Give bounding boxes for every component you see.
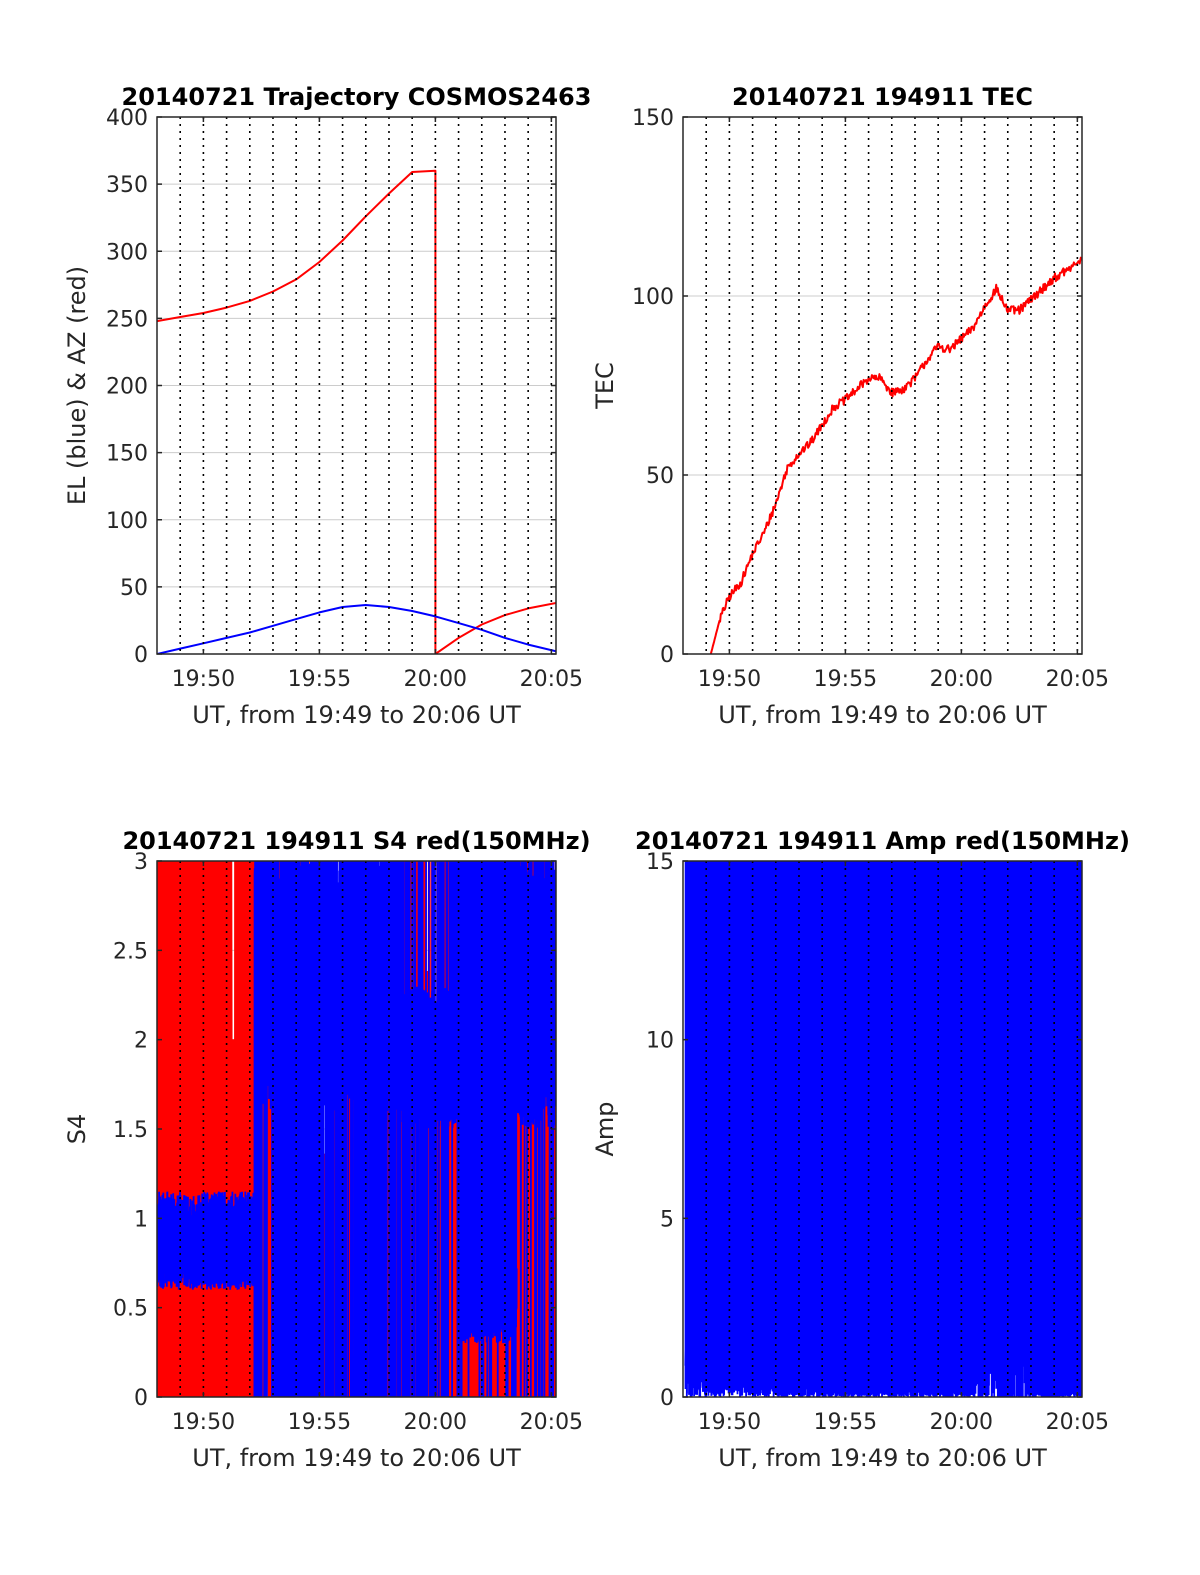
series-blue-line	[684, 861, 1082, 1397]
x-tick-label: 20:05	[520, 1410, 583, 1435]
x-axis-label: UT, from 19:49 to 20:06 UT	[192, 701, 521, 729]
x-tick-label: 19:50	[698, 667, 761, 692]
y-tick-label: 100	[106, 509, 148, 534]
x-axis-label: UT, from 19:49 to 20:06 UT	[718, 1444, 1047, 1472]
y-axis-label: EL (blue) & AZ (red)	[63, 266, 91, 505]
y-tick-label: 0	[134, 643, 148, 668]
y-tick-label: 1	[134, 1207, 148, 1232]
x-tick-label: 20:00	[404, 667, 467, 692]
x-tick-label: 19:50	[172, 1410, 235, 1435]
y-tick-label: 0	[134, 1386, 148, 1411]
x-axis-label: UT, from 19:49 to 20:06 UT	[718, 701, 1047, 729]
chart-title: 20140721 Trajectory COSMOS2463	[122, 83, 592, 111]
y-tick-label: 1.5	[113, 1118, 148, 1143]
axes-box	[682, 860, 1083, 1398]
y-tick-label: 0.5	[113, 1297, 148, 1322]
y-tick-label: 3	[134, 850, 148, 875]
y-tick-label: 150	[106, 442, 148, 467]
y-tick-label: 350	[106, 173, 148, 198]
x-tick-label: 20:05	[520, 667, 583, 692]
tec-panel: 0 50 100 150 19:50 19:55 20:00 20:05 20140721 19…	[591, 83, 1109, 729]
y-tick-label: 150	[632, 106, 674, 131]
series-blue-line	[157, 604, 556, 654]
y-tick-label: 100	[632, 285, 674, 310]
x-tick-label: 19:55	[814, 1410, 877, 1435]
series-red-line	[709, 256, 1082, 654]
y-tick-label: 50	[120, 576, 148, 601]
y-tick-label: 250	[106, 307, 148, 332]
plot-area	[157, 169, 556, 654]
plot-area	[709, 256, 1082, 654]
plot-area	[684, 861, 1082, 1397]
y-tick-label: 0	[660, 643, 674, 668]
y-tick-label: 15	[646, 850, 674, 875]
axes-box	[682, 116, 1083, 655]
chart-title: 20140721 194911 Amp red(150MHz)	[635, 827, 1130, 855]
y-tick-label: 10	[646, 1029, 674, 1054]
y-tick-label: 50	[646, 464, 674, 489]
y-tick-label: 2	[134, 1029, 148, 1054]
y-axis-label: TEC	[591, 362, 619, 410]
y-tick-label: 200	[106, 375, 148, 400]
s4-panel: 0 0.5 1 1.5 2 2.5 3 19:50 19:55 20:00 20:05 2014072…	[63, 827, 591, 1472]
x-tick-label: 19:50	[698, 1410, 761, 1435]
y-tick-label: 0	[660, 1386, 674, 1411]
x-tick-label: 19:55	[814, 667, 877, 692]
amp-panel: 0 5 10 15 19:50 19:55 20:00 20:05 20140721 19491…	[591, 827, 1130, 1472]
y-tick-label: 400	[106, 106, 148, 131]
x-tick-label: 20:00	[930, 667, 993, 692]
chart-title: 20140721 194911 TEC	[732, 83, 1033, 111]
y-tick-label: 2.5	[113, 939, 148, 964]
x-tick-label: 20:00	[404, 1410, 467, 1435]
x-tick-label: 20:00	[930, 1410, 993, 1435]
x-tick-label: 20:05	[1046, 667, 1109, 692]
plot-area	[157, 861, 556, 1397]
chart-title: 20140721 194911 S4 red(150MHz)	[122, 827, 590, 855]
x-tick-label: 19:55	[288, 667, 351, 692]
y-axis-label: Amp	[591, 1101, 619, 1156]
series-red-line	[157, 169, 556, 654]
y-tick-label: 5	[660, 1207, 674, 1232]
x-tick-label: 20:05	[1046, 1410, 1109, 1435]
y-tick-label: 300	[106, 240, 148, 265]
y-axis-label: S4	[63, 1114, 91, 1145]
x-axis-label: UT, from 19:49 to 20:06 UT	[192, 1444, 521, 1472]
trajectory-panel: 0 50 100 150 200 250 300 350 400 19:50 19:55 20:00 2…	[63, 83, 591, 729]
x-tick-label: 19:50	[172, 667, 235, 692]
x-tick-label: 19:55	[288, 1410, 351, 1435]
